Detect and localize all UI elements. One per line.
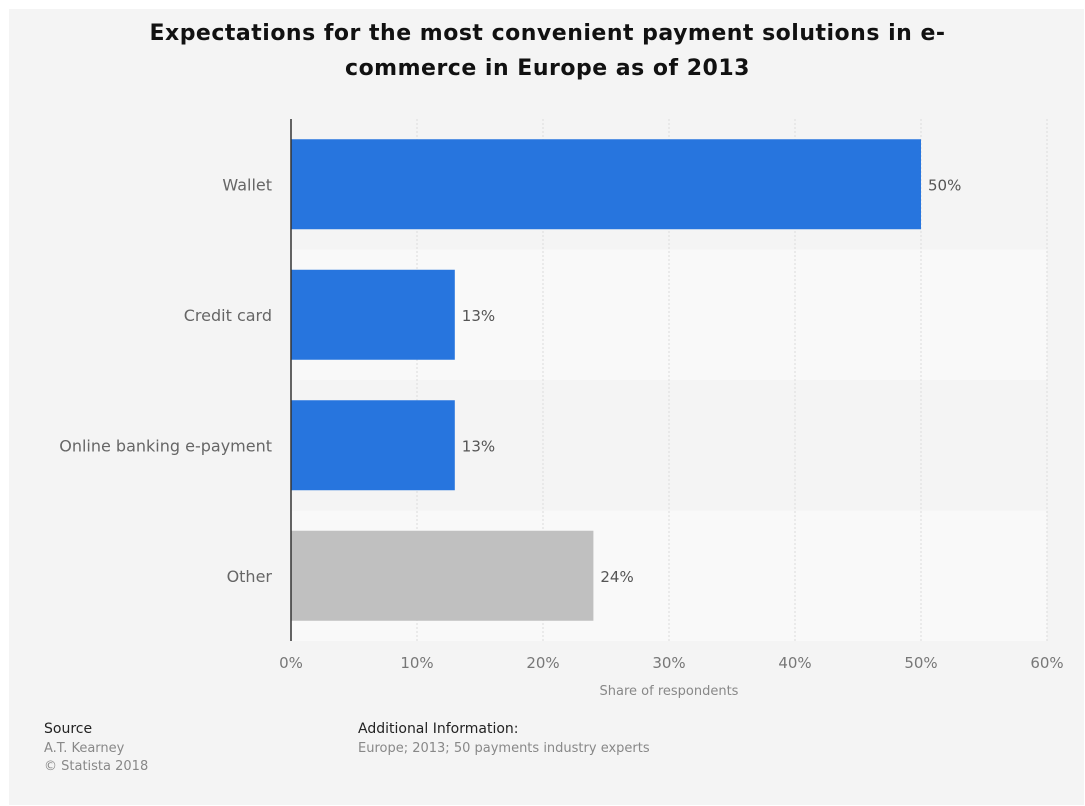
bar — [291, 269, 455, 360]
additional-info-heading: Additional Information: — [358, 721, 519, 737]
source-line: A.T. Kearney — [44, 741, 125, 756]
chart-title-line-2: commerce in Europe as of 2013 — [345, 56, 750, 81]
copyright-line: © Statista 2018 — [44, 759, 149, 774]
x-axis-title: Share of respondents — [600, 684, 739, 699]
x-tick-label: 50% — [904, 654, 937, 672]
category-label: Wallet — [222, 175, 272, 194]
value-label: 24% — [600, 568, 633, 586]
value-label: 50% — [928, 176, 961, 194]
source-text: A.T. Kearney © Statista 2018 — [44, 740, 148, 776]
chart-title-line-1: Expectations for the most convenient pay… — [149, 21, 946, 46]
bar — [291, 400, 455, 491]
x-tick-label: 40% — [778, 654, 811, 672]
bar — [291, 139, 921, 230]
value-label: 13% — [462, 437, 495, 455]
value-label: 13% — [462, 307, 495, 325]
x-tick-label: 30% — [652, 654, 685, 672]
x-tick-label: 60% — [1030, 654, 1063, 672]
category-label: Other — [227, 567, 273, 586]
x-tick-label: 10% — [400, 654, 433, 672]
x-tick-label: 0% — [279, 654, 303, 672]
additional-info-text: Europe; 2013; 50 payments industry exper… — [358, 741, 650, 756]
bar — [291, 530, 594, 621]
x-tick-label: 20% — [526, 654, 559, 672]
category-label: Online banking e-payment — [59, 436, 272, 455]
chart-title: Expectations for the most convenient pay… — [0, 16, 1085, 86]
category-label: Credit card — [184, 306, 272, 325]
source-heading: Source — [44, 721, 93, 737]
